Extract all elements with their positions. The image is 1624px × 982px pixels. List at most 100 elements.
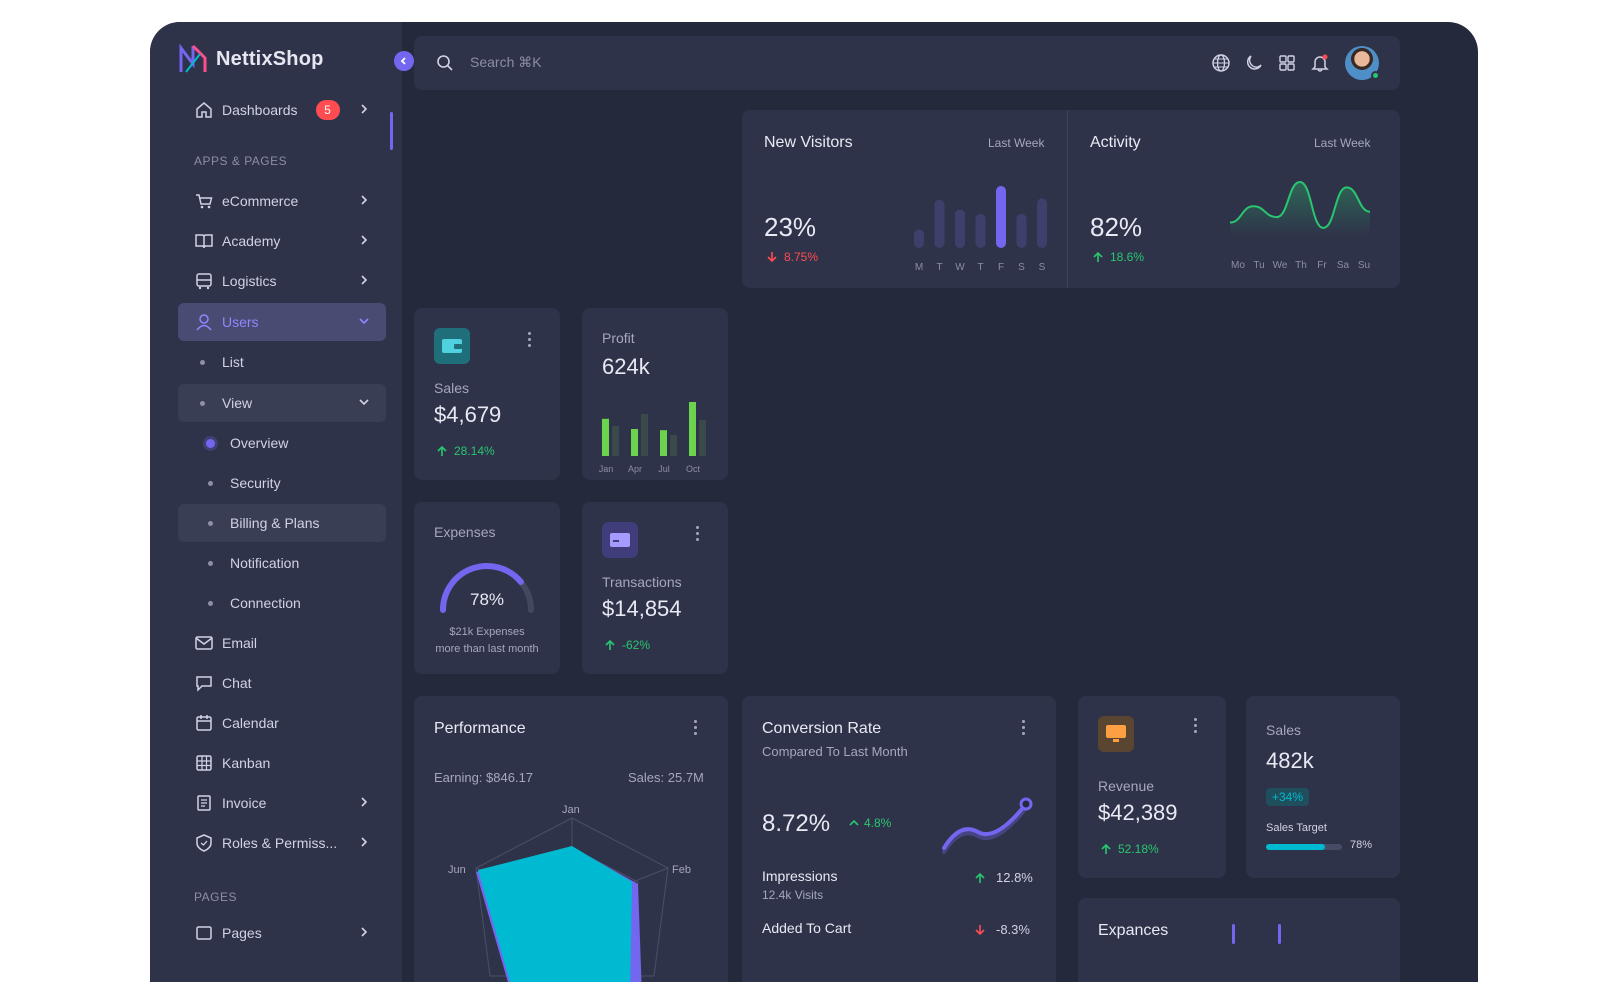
search-input[interactable]: Search ⌘K — [470, 54, 542, 70]
bell-icon[interactable] — [1310, 53, 1330, 73]
expances-bar — [1278, 924, 1281, 944]
arrow-up-icon — [605, 639, 615, 650]
sidebar-item-overview[interactable]: Overview — [178, 424, 386, 462]
profit-bar — [660, 430, 667, 456]
more-options-button[interactable] — [694, 720, 698, 736]
performance-card: Performance Earning: $846.17 Sales: 25.7… — [414, 696, 728, 982]
conversion-value: 8.72% — [762, 810, 831, 837]
profit-card: Profit 624k Jan Apr Jul Oct — [582, 308, 728, 480]
sidebar-item-security[interactable]: Security — [178, 464, 386, 502]
profit-month-label: Oct — [686, 464, 701, 474]
bus-icon — [196, 273, 212, 290]
search-icon[interactable] — [436, 54, 454, 72]
bullet-icon — [208, 560, 213, 566]
activity-day-label: Fr — [1317, 260, 1327, 271]
conversion-title: Conversion Rate — [762, 720, 882, 737]
sales-target-percent: 78% — [1350, 839, 1373, 851]
radar-label-right: Feb — [672, 864, 691, 876]
transactions-change: -62% — [604, 638, 650, 652]
sales-target-card: Sales 482k +34% Sales Target 78% — [1246, 696, 1400, 878]
sidebar-item-label: Notification — [230, 555, 300, 571]
activity-day-label: Tu — [1253, 260, 1264, 271]
activity-area — [1230, 182, 1370, 236]
brand[interactable]: NettixShop — [178, 42, 324, 76]
chevron-right-icon — [361, 275, 368, 285]
activity-value: 82% — [1090, 212, 1143, 242]
sidebar-item-pages[interactable]: Pages — [178, 914, 386, 952]
sidebar-item-label: Academy — [222, 233, 281, 249]
arrow-up-icon — [1093, 251, 1103, 262]
transactions-label: Transactions — [602, 574, 682, 590]
section-header-pages: PAGES — [194, 890, 237, 904]
change-text: 28.14% — [454, 444, 495, 458]
sidebar-item-label: View — [222, 395, 253, 411]
revenue-value: $42,389 — [1098, 800, 1178, 825]
visitors-bar — [1037, 198, 1047, 248]
more-options-button[interactable] — [1022, 720, 1026, 736]
moon-icon[interactable] — [1244, 53, 1264, 73]
mail-icon — [195, 636, 213, 650]
globe-icon[interactable] — [1211, 53, 1231, 73]
sidebar-item-kanban[interactable]: Kanban — [178, 744, 386, 782]
sidebar-item-label: Roles & Permiss... — [222, 835, 338, 851]
logo-icon — [179, 43, 207, 73]
conversion-subtitle: Compared To Last Month — [762, 744, 908, 759]
more-options-button[interactable] — [1194, 718, 1198, 734]
bullet-icon — [208, 600, 213, 606]
impressions-change: 12.8% — [974, 870, 1033, 885]
scroll-indicator[interactable] — [390, 112, 393, 150]
sidebar-item-users-list[interactable]: List — [178, 343, 386, 381]
sidebar-item-users-view[interactable]: View — [178, 384, 386, 422]
sidebar-item-academy[interactable]: Academy — [178, 222, 386, 260]
sidebar-item-invoice[interactable]: Invoice — [178, 784, 386, 822]
sidebar-item-label: Calendar — [222, 715, 279, 731]
sidebar-item-logistics[interactable]: Logistics — [178, 262, 386, 300]
performance-earning: Earning: $846.17 — [434, 770, 534, 785]
shield-icon — [196, 834, 212, 852]
radar-label-left: Jun — [448, 864, 466, 876]
wallet-glyph — [442, 339, 462, 353]
more-options-button[interactable] — [528, 332, 532, 348]
arrow-up-icon — [437, 445, 447, 456]
pages-icon — [196, 926, 212, 940]
sidebar-item-label: Connection — [230, 595, 301, 611]
expenses-percent: 78% — [469, 590, 505, 609]
sidebar-item-calendar[interactable]: Calendar — [178, 704, 386, 742]
sidebar-item-chat[interactable]: Chat — [178, 664, 386, 702]
expenses-card: Expenses 78% $21k Expenses more than las… — [414, 502, 560, 674]
sidebar-item-email[interactable]: Email — [178, 624, 386, 662]
new-visitors-title: New Visitors — [764, 134, 853, 151]
expances-title: Expances — [1098, 922, 1169, 939]
sidebar-item-users[interactable]: Users — [178, 303, 386, 341]
apps-grid-icon[interactable] — [1277, 53, 1297, 73]
visitors-day-label: T — [977, 262, 983, 272]
sidebar-item-dashboards[interactable]: Dashboards 5 — [178, 91, 386, 129]
sidebar-item-roles[interactable]: Roles & Permiss... — [178, 824, 386, 862]
visitors-day-label: F — [998, 262, 1004, 272]
chevron-right-icon — [361, 797, 368, 807]
cart-icon — [196, 194, 213, 209]
change-text: 4.8% — [864, 816, 892, 830]
sidebar-item-label: Billing & Plans — [230, 515, 320, 531]
impressions-label: Impressions — [762, 868, 838, 884]
sidebar-collapse-button[interactable] — [394, 51, 414, 71]
app-window: NettixShop Dashboards 5 APPS & PAGES eCo… — [150, 22, 1478, 982]
profit-label: Profit — [602, 330, 635, 346]
profit-bar — [699, 420, 706, 456]
sidebar-item-connection[interactable]: Connection — [178, 584, 386, 622]
sidebar-item-ecommerce[interactable]: eCommerce — [178, 182, 386, 220]
visitors-day-label: T — [936, 262, 942, 272]
chevron-right-icon — [361, 837, 368, 847]
change-text: 52.18% — [1118, 842, 1159, 856]
sidebar-item-notification[interactable]: Notification — [178, 544, 386, 582]
sidebar-item-billing[interactable]: Billing & Plans — [178, 504, 386, 542]
radar-label-top: Jan — [562, 804, 580, 816]
sales-target-value: 482k — [1266, 748, 1314, 773]
more-options-button[interactable] — [696, 526, 700, 542]
expances-bar — [1232, 924, 1235, 944]
activity-day-label: Sa — [1337, 260, 1350, 271]
sidebar-item-label: Users — [222, 314, 259, 330]
arrow-down-icon — [767, 252, 777, 263]
monitor-glyph — [1106, 725, 1126, 742]
profit-value: 624k — [602, 354, 650, 379]
